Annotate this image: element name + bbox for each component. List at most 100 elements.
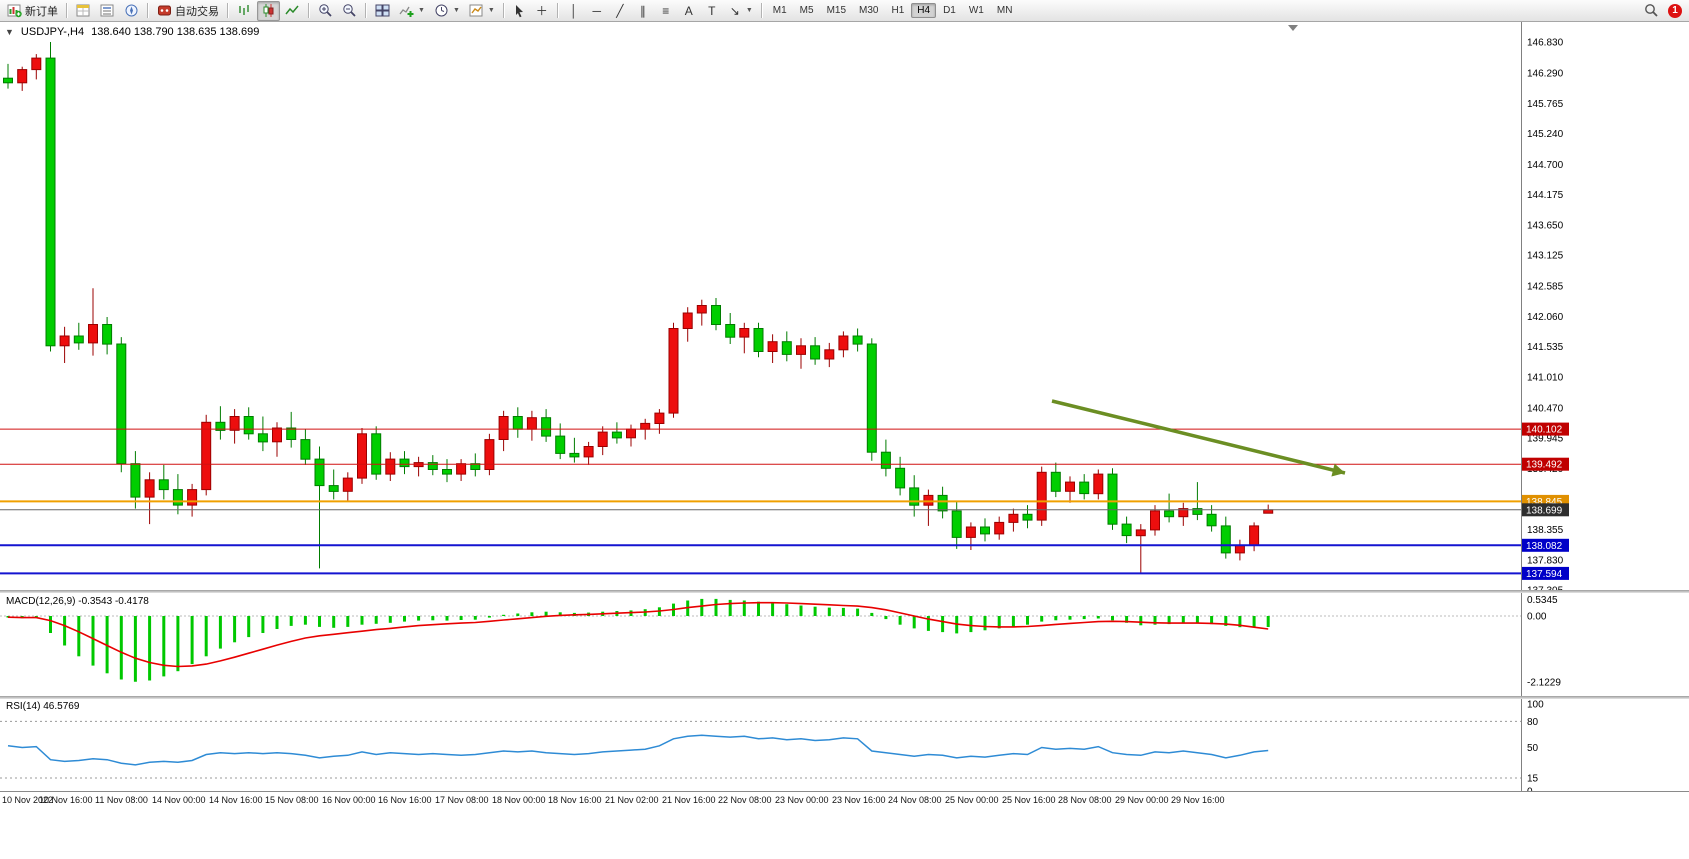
horizontal-line-tool-button[interactable]: ─: [586, 1, 608, 21]
timeframe-m15[interactable]: M15: [826, 5, 847, 16]
text-tool-button[interactable]: A: [678, 1, 700, 21]
panel-splitter[interactable]: [0, 590, 1689, 593]
time-label: 10 Nov 16:00: [39, 795, 93, 805]
crosshair-tool-button[interactable]: ＋: [531, 1, 553, 21]
zoom-out-button[interactable]: [338, 1, 361, 21]
notification-badge[interactable]: 1: [1668, 3, 1682, 18]
toolbar-separator: [147, 3, 149, 18]
data-window-icon: [100, 4, 114, 17]
templates-button[interactable]: ▼: [465, 1, 499, 21]
new-order-label: 新订单: [25, 5, 58, 18]
cursor-tool-button[interactable]: [509, 1, 530, 21]
timeframe-mn[interactable]: MN: [996, 5, 1013, 16]
toolbar-separator: [760, 3, 763, 18]
market-watch-button[interactable]: [72, 1, 95, 21]
time-label: 14 Nov 16:00: [209, 795, 263, 805]
horizontal-line-icon: ─: [592, 3, 602, 18]
svg-text:15: 15: [1527, 774, 1539, 785]
timeframe-w1[interactable]: W1: [968, 5, 984, 16]
time-label: 21 Nov 02:00: [605, 795, 659, 805]
vertical-line-tool-button[interactable]: │: [563, 1, 585, 21]
svg-text:143.650: 143.650: [1527, 221, 1564, 232]
panel-splitter[interactable]: [0, 696, 1689, 699]
timeframe-d1[interactable]: D1: [943, 5, 956, 16]
new-order-button[interactable]: 新订单: [3, 1, 62, 21]
zoom-in-button[interactable]: [314, 1, 337, 21]
time-label: 15 Nov 08:00: [265, 795, 319, 805]
toolbar-separator: [556, 3, 559, 18]
line-chart-mode-button[interactable]: [281, 1, 304, 21]
crosshair-icon: ＋: [535, 3, 548, 18]
macd-indicator-panel[interactable]: 0.5345 0.00 -2.1229: [0, 593, 1689, 696]
bar-chart-mode-button[interactable]: [233, 1, 256, 21]
search-button[interactable]: [1640, 1, 1663, 21]
trendline-icon: ╱: [616, 3, 624, 18]
indicators-button[interactable]: ▼: [395, 1, 429, 21]
time-axis[interactable]: 10 Nov 2022 10 Nov 16:00 11 Nov 08:00 14 No…: [0, 791, 1689, 808]
rsi-label: RSI(14) 46.5769: [6, 701, 80, 712]
trendline-tool-button[interactable]: ╱: [609, 1, 631, 21]
rsi-indicator-panel[interactable]: 100 80 50 15 0: [0, 699, 1689, 791]
bar-chart-icon: [239, 5, 249, 15]
svg-text:140.102: 140.102: [1526, 425, 1563, 436]
tile-windows-icon: [375, 4, 390, 17]
chevron-down-icon: ▼: [487, 7, 495, 14]
svg-text:0.5345: 0.5345: [1527, 595, 1558, 606]
navigator-button[interactable]: [120, 1, 143, 21]
svg-text:140.470: 140.470: [1527, 403, 1564, 414]
candlestick-mode-button[interactable]: [257, 0, 280, 21]
chart-window: ▼ USDJPY-,H4 138.640 138.790 138.635 138…: [0, 22, 1689, 859]
svg-text:-2.1229: -2.1229: [1527, 677, 1561, 688]
toolbar: 新订单 自动交易 ▼ ▼ ▼: [0, 0, 1689, 22]
arrow-tool-icon: ↘: [729, 3, 740, 18]
svg-text:138.355: 138.355: [1527, 525, 1564, 536]
svg-text:145.765: 145.765: [1527, 99, 1564, 110]
svg-text:0: 0: [1527, 787, 1533, 792]
cursor-icon: [515, 4, 523, 17]
svg-text:144.700: 144.700: [1527, 160, 1564, 171]
time-label: 17 Nov 08:00: [435, 795, 489, 805]
timeframe-m5[interactable]: M5: [799, 5, 814, 16]
chart-title: ▼ USDJPY-,H4 138.640 138.790 138.635 138…: [5, 26, 259, 38]
svg-text:141.535: 141.535: [1527, 342, 1564, 353]
toolbar-separator: [365, 3, 367, 18]
time-label: 28 Nov 08:00: [1058, 795, 1112, 805]
time-label: 14 Nov 00:00: [152, 795, 206, 805]
zoom-in-icon: [319, 4, 332, 17]
autotrading-button[interactable]: 自动交易: [153, 1, 223, 21]
periods-button[interactable]: ▼: [430, 1, 464, 21]
toolbar-separator: [502, 3, 505, 18]
data-window-button[interactable]: [96, 1, 119, 21]
main-price-chart[interactable]: 146.830 146.290 145.765 145.240 144.700 144.1…: [0, 22, 1689, 590]
zoom-out-icon: [343, 4, 356, 17]
arrows-tool-button[interactable]: ↘ ▼: [724, 1, 757, 21]
svg-text:144.175: 144.175: [1527, 190, 1564, 201]
search-icon: [1645, 4, 1658, 17]
svg-text:137.305: 137.305: [1527, 586, 1564, 591]
fibonacci-tool-button[interactable]: ≡: [655, 1, 677, 21]
timeframe-m1[interactable]: M1: [772, 5, 787, 16]
timeframe-h4[interactable]: H4: [911, 3, 937, 18]
clock-icon: [435, 4, 448, 17]
time-label: 24 Nov 08:00: [888, 795, 942, 805]
text-label-tool-button[interactable]: T: [701, 1, 723, 21]
svg-text:80: 80: [1527, 717, 1539, 728]
autotrading-icon: [158, 5, 171, 16]
toolbar-separator: [227, 3, 229, 18]
svg-text:0.00: 0.00: [1527, 612, 1547, 623]
time-label: 29 Nov 00:00: [1115, 795, 1169, 805]
channel-tool-button[interactable]: ∥: [632, 1, 654, 21]
timeframe-m30[interactable]: M30: [859, 5, 879, 16]
navigator-icon: [125, 4, 138, 17]
svg-text:141.010: 141.010: [1527, 372, 1564, 383]
fibonacci-icon: ≡: [662, 3, 670, 18]
chevron-down-icon: ▼: [745, 7, 753, 14]
new-order-icon: [7, 4, 22, 18]
one-click-trading-toggle[interactable]: ▼: [5, 27, 14, 37]
tile-windows-button[interactable]: [371, 1, 394, 21]
time-label: 23 Nov 16:00: [832, 795, 886, 805]
timeframe-h1[interactable]: H1: [891, 5, 905, 16]
symbol-period-label: USDJPY-,H4: [20, 26, 85, 38]
time-label: 25 Nov 00:00: [945, 795, 999, 805]
channel-icon: ∥: [639, 3, 646, 18]
